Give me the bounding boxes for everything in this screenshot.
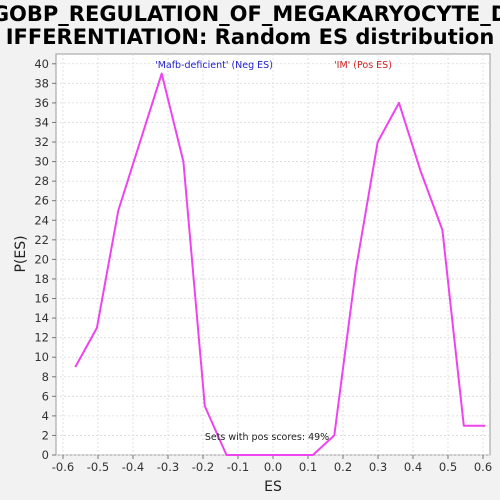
x-tick-label: 0.2 (334, 460, 352, 474)
y-tick-label: 26 (34, 194, 49, 208)
neg-es-label: 'Mafb-deficient' (Neg ES) (155, 60, 273, 71)
y-tick-label: 18 (34, 272, 49, 286)
x-tick-label: 0.1 (299, 460, 317, 474)
x-tick-label: -0.3 (157, 460, 179, 474)
y-tick-label: 36 (34, 96, 49, 110)
y-axis-label: P(ES) (13, 235, 29, 272)
chart-title-line-2: IFFERENTIATION: Random ES distribution (6, 25, 495, 49)
y-tick-label: 30 (34, 155, 49, 169)
chart-title-line-1: GOBP_REGULATION_OF_MEGAKARYOCYTE_D (0, 2, 500, 26)
x-tick-label: -0.1 (227, 460, 249, 474)
pos-es-label: 'IM' (Pos ES) (334, 60, 392, 71)
y-tick-label: 16 (34, 292, 49, 306)
x-tick-label: -0.5 (87, 460, 109, 474)
y-tick-label: 10 (34, 350, 49, 364)
y-tick-label: 22 (34, 233, 49, 247)
x-tick-label: 0.4 (404, 460, 422, 474)
y-tick-label: 40 (34, 57, 49, 71)
y-tick-label: 4 (42, 409, 49, 423)
series-layer (74, 72, 486, 456)
x-tick-label: 0.0 (264, 460, 282, 474)
x-axis-label: ES (264, 479, 282, 495)
y-tick-label: 24 (34, 213, 49, 227)
y-tick-label: 6 (42, 389, 49, 403)
y-tick-label: 34 (34, 115, 49, 129)
y-tick-label: 20 (34, 252, 49, 266)
y-tick-label: 12 (34, 331, 49, 345)
y-tick-label: 28 (34, 174, 49, 188)
series-line (74, 72, 486, 456)
y-tick-label: 38 (34, 76, 49, 90)
x-axis-ticks: -0.6 -0.5 -0.4 -0.3 -0.2 -0.1 0.0 0.1 0.2 0.3 0.4 0… (52, 455, 492, 474)
y-tick-label: 8 (42, 370, 49, 384)
x-tick-label: -0.2 (192, 460, 214, 474)
y-tick-label: 2 (42, 428, 49, 442)
y-tick-label: 32 (34, 135, 49, 149)
x-tick-label: 0.6 (474, 460, 492, 474)
x-tick-label: 0.3 (369, 460, 387, 474)
x-tick-label: -0.4 (122, 460, 144, 474)
y-tick-label: 14 (34, 311, 49, 325)
x-tick-label: -0.6 (52, 460, 74, 474)
x-tick-label: 0.5 (439, 460, 457, 474)
y-tick-label: 0 (42, 448, 49, 462)
pos-scores-annotation: Sets with pos scores: 49% (205, 432, 329, 443)
